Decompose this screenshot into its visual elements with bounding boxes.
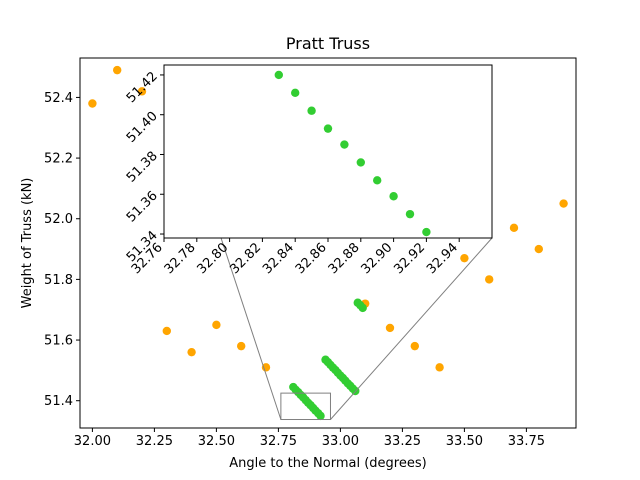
y-axis-ticks: 51.4 51.6 51.8 52.0 52.2 52.4 bbox=[44, 91, 80, 409]
inset-data-point bbox=[323, 124, 333, 133]
x-axis-label: Angle to the Normal (degrees) bbox=[229, 456, 426, 471]
inset-data-point bbox=[356, 158, 365, 167]
inset-data-point bbox=[373, 176, 382, 185]
inset-data-point bbox=[422, 227, 431, 237]
data-point bbox=[534, 244, 543, 254]
x-tick-label: 32.25 bbox=[136, 434, 173, 449]
data-point bbox=[435, 363, 444, 372]
inset-data-point bbox=[274, 70, 283, 80]
x-tick-label: 33.00 bbox=[322, 434, 359, 449]
y-tick-label: 51.8 bbox=[44, 273, 73, 288]
data-point bbox=[237, 341, 246, 351]
x-tick-label: 32.75 bbox=[260, 434, 297, 449]
data-point bbox=[137, 87, 147, 96]
data-point bbox=[385, 323, 395, 333]
data-point bbox=[559, 199, 568, 208]
x-tick-label: 33.75 bbox=[508, 434, 545, 449]
y-tick-label: 51.4 bbox=[44, 394, 73, 409]
inset-data-point bbox=[307, 106, 316, 115]
inset-points bbox=[274, 70, 431, 237]
data-point bbox=[162, 326, 171, 336]
y-tick-label: 52.2 bbox=[44, 152, 73, 167]
x-axis-ticks: 32.00 32.25 32.50 32.75 33.00 33.25 33.50 33.75 bbox=[74, 428, 545, 449]
inset-data-point bbox=[291, 88, 300, 98]
chart-title: Pratt Truss bbox=[286, 34, 370, 53]
data-point bbox=[460, 253, 469, 263]
x-tick-label: 32.50 bbox=[198, 434, 235, 449]
y-tick-label: 51.6 bbox=[44, 334, 73, 349]
inset-data-point bbox=[405, 209, 415, 219]
data-point bbox=[88, 99, 97, 108]
zoom-connector-right bbox=[330, 237, 493, 420]
y-axis-label: Weight of Truss (kN) bbox=[20, 178, 35, 309]
inset-data-point bbox=[340, 140, 349, 149]
data-point bbox=[509, 223, 519, 233]
data-point bbox=[316, 411, 325, 421]
data-point bbox=[113, 65, 122, 75]
zoom-indicator-box bbox=[280, 392, 331, 421]
data-point bbox=[485, 275, 494, 284]
x-tick-label: 33.25 bbox=[384, 434, 421, 449]
x-tick-label: 32.00 bbox=[74, 434, 111, 449]
x-tick-label: 33.50 bbox=[446, 434, 483, 449]
inset-data-point bbox=[389, 192, 398, 201]
inset-background bbox=[164, 65, 492, 238]
data-point bbox=[212, 320, 221, 330]
data-point bbox=[410, 341, 419, 351]
main-points bbox=[88, 65, 568, 421]
data-point bbox=[358, 303, 367, 313]
data-point bbox=[187, 347, 196, 357]
plot-frame bbox=[79, 57, 577, 429]
y-tick-label: 52.0 bbox=[44, 212, 73, 227]
y-tick-label: 52.4 bbox=[44, 91, 73, 106]
